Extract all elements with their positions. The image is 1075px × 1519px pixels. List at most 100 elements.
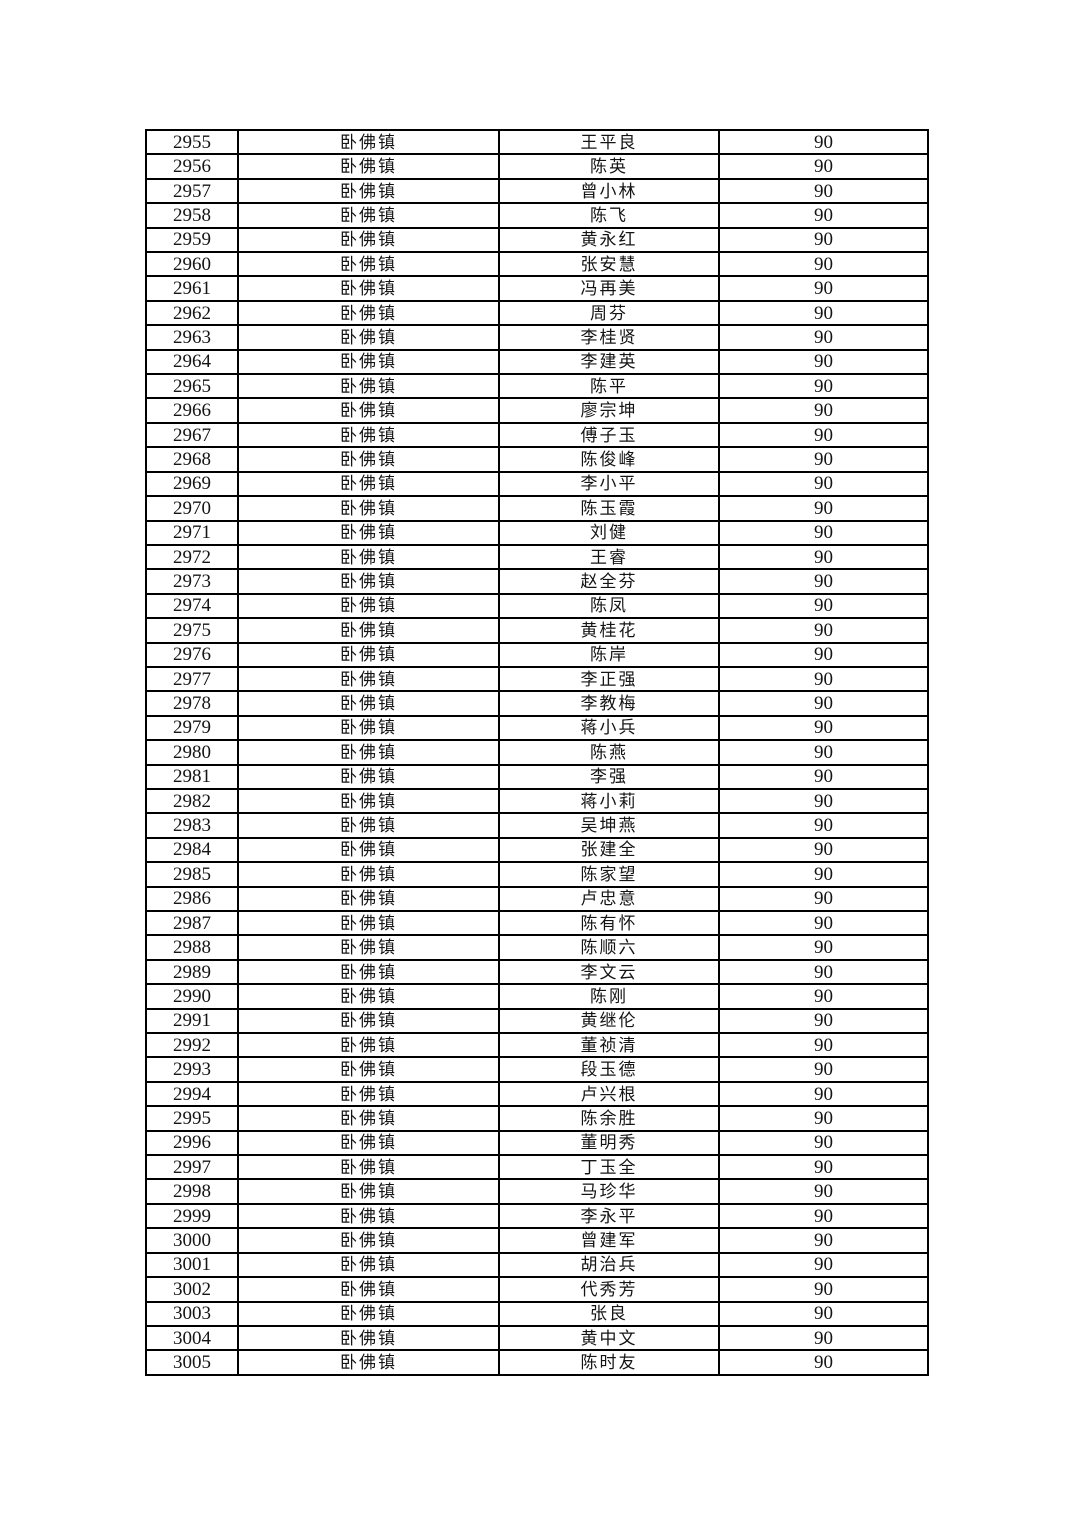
cell-town: 卧佛镇 [237, 1154, 500, 1181]
cell-no: 2978 [145, 690, 239, 717]
cell-town: 卧佛镇 [237, 592, 500, 620]
table-row: 2965 卧佛镇 陈平 90 [145, 373, 929, 400]
cell-name: 陈顺六 [498, 934, 720, 961]
cell-name: 陈时友 [498, 1349, 720, 1376]
cell-no: 2967 [145, 421, 239, 449]
table-row: 2972 卧佛镇 王睿 90 [145, 543, 929, 571]
cell-town: 卧佛镇 [237, 861, 500, 888]
cell-town: 卧佛镇 [237, 739, 500, 766]
cell-town: 卧佛镇 [237, 1105, 500, 1132]
table-row: 2997 卧佛镇 丁玉全 90 [145, 1154, 929, 1181]
cell-town: 卧佛镇 [237, 1007, 500, 1035]
cell-town: 卧佛镇 [237, 324, 500, 351]
cell-name: 冯再美 [498, 275, 720, 302]
cell-score: 90 [718, 1129, 929, 1157]
cell-name: 蒋小莉 [498, 787, 720, 815]
table-row: 2981 卧佛镇 李强 90 [145, 763, 929, 790]
cell-score: 90 [718, 299, 929, 327]
table-row: 2976 卧佛镇 陈岸 90 [145, 641, 929, 668]
roster-table: 2955 卧佛镇 王平良 90 2956 卧佛镇 陈英 90 2957 卧佛镇 曾小林 90 2958 卧… [145, 128, 929, 1376]
cell-town: 卧佛镇 [237, 714, 500, 742]
cell-no: 2957 [145, 177, 239, 205]
table-row: 2994 卧佛镇 卢兴根 90 [145, 1080, 929, 1108]
cell-name: 张良 [498, 1300, 720, 1327]
cell-score: 90 [718, 275, 929, 302]
cell-town: 卧佛镇 [237, 177, 500, 205]
table-row: 2979 卧佛镇 蒋小兵 90 [145, 714, 929, 742]
cell-town: 卧佛镇 [237, 153, 500, 180]
cell-name: 陈玉霞 [498, 495, 720, 522]
cell-no: 2965 [145, 373, 239, 400]
cell-score: 90 [718, 421, 929, 449]
cell-town: 卧佛镇 [237, 495, 500, 522]
cell-no: 2988 [145, 934, 239, 961]
cell-score: 90 [718, 1300, 929, 1327]
cell-town: 卧佛镇 [237, 543, 500, 571]
cell-score: 90 [718, 519, 929, 546]
cell-no: 2964 [145, 348, 239, 376]
cell-name: 陈俊峰 [498, 446, 720, 473]
cell-town: 卧佛镇 [237, 1349, 500, 1376]
table-row: 2989 卧佛镇 李文云 90 [145, 958, 929, 986]
cell-no: 2968 [145, 446, 239, 473]
cell-town: 卧佛镇 [237, 1080, 500, 1108]
cell-name: 吴坤燕 [498, 812, 720, 839]
cell-score: 90 [718, 373, 929, 400]
table-row: 3000 卧佛镇 曾建军 90 [145, 1227, 929, 1254]
table-row: 2961 卧佛镇 冯再美 90 [145, 275, 929, 302]
table-row: 3005 卧佛镇 陈时友 90 [145, 1349, 929, 1376]
table-row: 2956 卧佛镇 陈英 90 [145, 153, 929, 180]
table-row: 3002 卧佛镇 代秀芳 90 [145, 1276, 929, 1303]
cell-name: 卢兴根 [498, 1080, 720, 1108]
cell-score: 90 [718, 1202, 929, 1230]
cell-no: 2958 [145, 202, 239, 229]
cell-score: 90 [718, 397, 929, 424]
table-row: 2962 卧佛镇 周芬 90 [145, 299, 929, 327]
table-row: 2975 卧佛镇 黄桂花 90 [145, 617, 929, 644]
cell-name: 李永平 [498, 1202, 720, 1230]
cell-no: 2976 [145, 641, 239, 668]
cell-score: 90 [718, 202, 929, 229]
table-row: 2958 卧佛镇 陈飞 90 [145, 202, 929, 229]
cell-town: 卧佛镇 [237, 1178, 500, 1205]
cell-score: 90 [718, 251, 929, 278]
cell-name: 黄桂花 [498, 617, 720, 644]
cell-no: 2970 [145, 495, 239, 522]
cell-name: 李小平 [498, 470, 720, 498]
table-row: 2957 卧佛镇 曾小林 90 [145, 177, 929, 205]
cell-no: 3001 [145, 1251, 239, 1279]
cell-score: 90 [718, 787, 929, 815]
cell-no: 2991 [145, 1007, 239, 1035]
cell-score: 90 [718, 153, 929, 180]
cell-name: 赵全芬 [498, 568, 720, 595]
cell-name: 张建全 [498, 836, 720, 864]
cell-name: 马珍华 [498, 1178, 720, 1205]
cell-score: 90 [718, 1227, 929, 1254]
cell-name: 曾小林 [498, 177, 720, 205]
cell-name: 黄中文 [498, 1324, 720, 1352]
table-row: 2963 卧佛镇 李桂贤 90 [145, 324, 929, 351]
cell-town: 卧佛镇 [237, 983, 500, 1010]
cell-score: 90 [718, 885, 929, 913]
cell-no: 2963 [145, 324, 239, 351]
cell-name: 王平良 [498, 128, 720, 156]
cell-score: 90 [718, 1154, 929, 1181]
cell-score: 90 [718, 861, 929, 888]
cell-name: 陈飞 [498, 202, 720, 229]
cell-no: 2990 [145, 983, 239, 1010]
cell-name: 黄继伦 [498, 1007, 720, 1035]
cell-name: 陈燕 [498, 739, 720, 766]
cell-name: 周芬 [498, 299, 720, 327]
cell-score: 90 [718, 983, 929, 1010]
cell-score: 90 [718, 617, 929, 644]
cell-name: 陈岸 [498, 641, 720, 668]
table-row: 2980 卧佛镇 陈燕 90 [145, 739, 929, 766]
cell-town: 卧佛镇 [237, 1202, 500, 1230]
cell-name: 李强 [498, 763, 720, 790]
table-row: 2992 卧佛镇 董祯清 90 [145, 1032, 929, 1059]
table-row: 2993 卧佛镇 段玉德 90 [145, 1056, 929, 1083]
cell-town: 卧佛镇 [237, 1300, 500, 1327]
cell-town: 卧佛镇 [237, 1129, 500, 1157]
cell-town: 卧佛镇 [237, 690, 500, 717]
cell-name: 傅子玉 [498, 421, 720, 449]
